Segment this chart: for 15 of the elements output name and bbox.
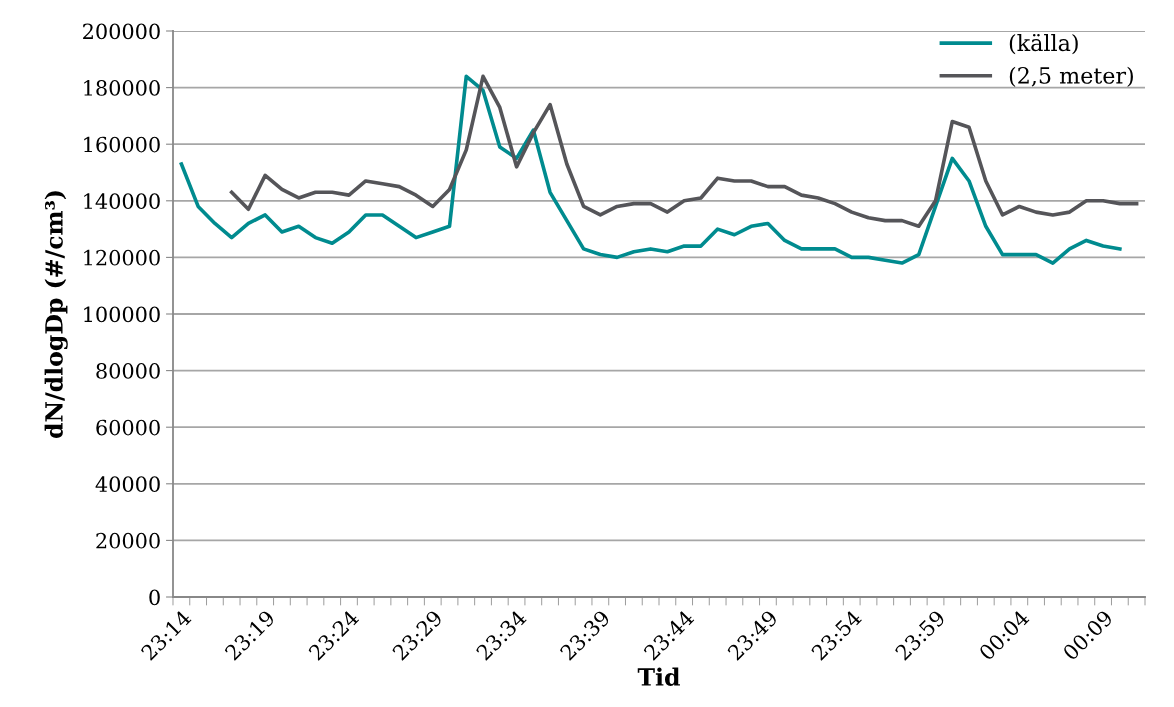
y-tick-label: 60000 — [96, 419, 160, 436]
y-tick-label: 140000 — [84, 193, 160, 210]
y-tick-label: 40000 — [95, 476, 160, 493]
y-tick-label: 20000 — [96, 532, 160, 549]
y-tick-label: 0 — [149, 589, 160, 606]
y-tick-label: 180000 — [84, 80, 160, 96]
y-tick-label: 200000 — [83, 23, 160, 40]
y-axis-title: dN/dlogDp (#/cm³) — [44, 191, 68, 439]
y-tick-label: 80000 — [96, 363, 160, 379]
y-tick-label: 160000 — [84, 136, 160, 153]
legend-label: (källa) — [1009, 33, 1078, 55]
y-tick-label: 100000 — [84, 306, 160, 323]
legend-label: (2,5 meter) — [1009, 66, 1133, 87]
x-axis-title: Tid — [637, 667, 680, 686]
y-tick-label: 120000 — [84, 249, 160, 266]
